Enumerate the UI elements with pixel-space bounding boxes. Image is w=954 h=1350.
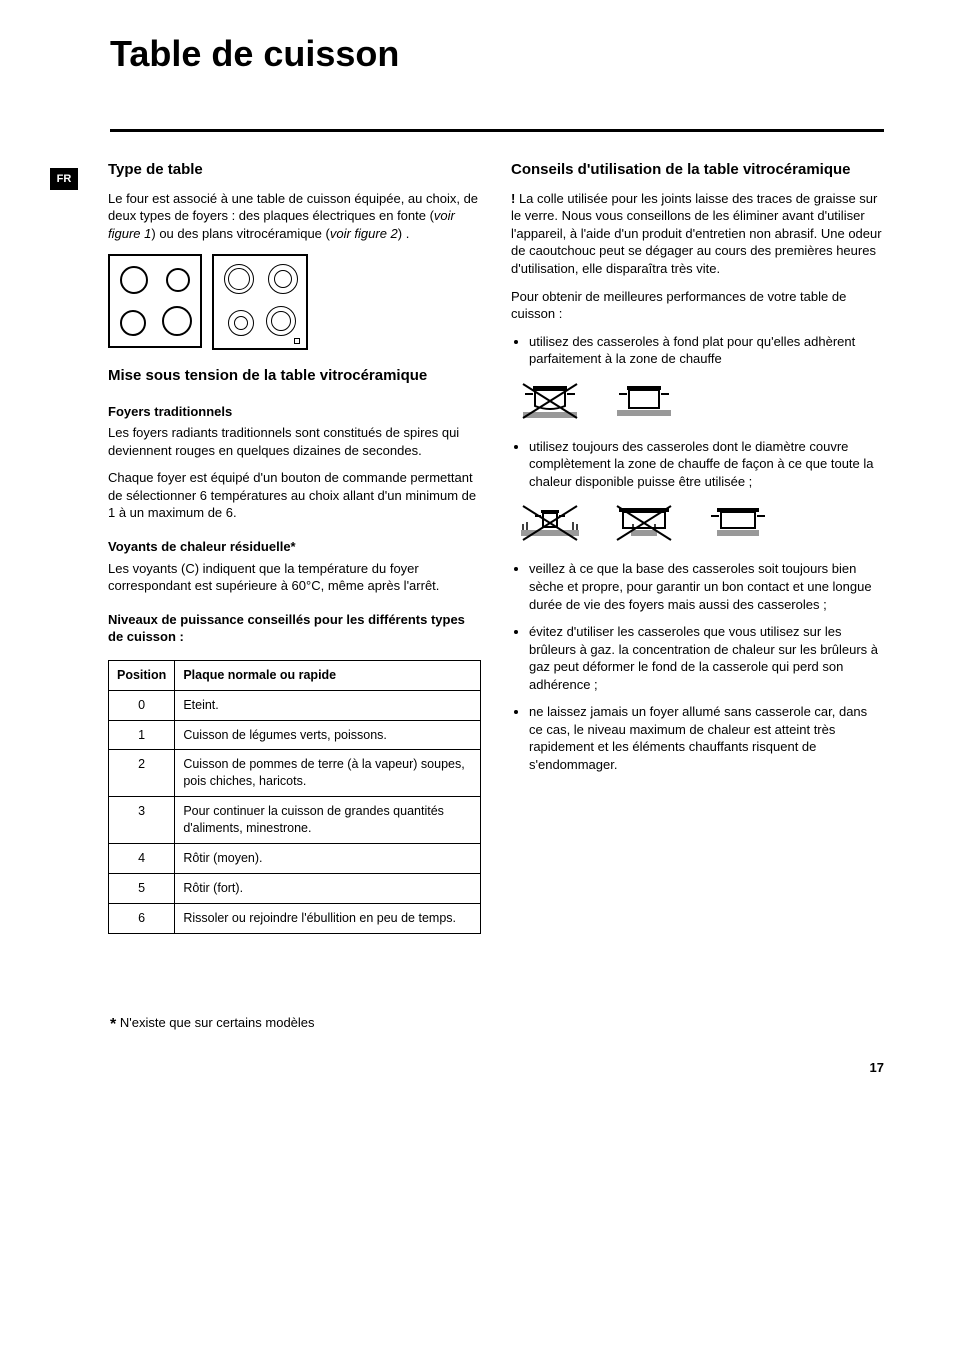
tip-item: ne laissez jamais un foyer allumé sans c… (529, 703, 884, 773)
foyers-para-1: Les foyers radiants traditionnels sont c… (108, 424, 481, 459)
pot-bad-icon (515, 378, 585, 422)
table-row: 4Rôtir (moyen). (109, 843, 481, 873)
table-cell: Cuisson de pommes de terre (à la vapeur)… (175, 750, 481, 797)
type-text-a: Le four est associé à une table de cuiss… (108, 191, 478, 224)
table-cell: 2 (109, 750, 175, 797)
language-badge: FR (50, 168, 78, 190)
pot-small-bad-icon (515, 500, 585, 544)
tip-item: veillez à ce que la base des casseroles … (529, 560, 884, 613)
table-cell: 6 (109, 903, 175, 933)
heading-niveaux: Niveaux de puissance conseillés pour les… (108, 611, 481, 646)
foyers-para-2: Chaque foyer est équipé d'un bouton de c… (108, 469, 481, 522)
tips-list-3: veillez à ce que la base des casseroles … (511, 560, 884, 773)
footnote-text: N'existe que sur certains modèles (116, 1015, 314, 1030)
table-cell: Rôtir (moyen). (175, 843, 481, 873)
hob-figures (108, 254, 481, 350)
warning-text: La colle utilisée pour les joints laisse… (511, 191, 882, 276)
table-row: 5Rôtir (fort). (109, 873, 481, 903)
table-cell: 5 (109, 873, 175, 903)
tip-item: utilisez des casseroles à fond plat pour… (529, 333, 884, 368)
tips-list-2: utilisez toujours des casseroles dont le… (511, 438, 884, 491)
pot-diagram-flat (515, 378, 884, 422)
type-paragraph: Le four est associé à une table de cuiss… (108, 190, 481, 243)
pot-overhang-bad-icon (609, 500, 679, 544)
left-column: Type de table Le four est associé à une … (108, 160, 481, 934)
warning-paragraph: ! La colle utilisée pour les joints lais… (511, 190, 884, 278)
table-header-position: Position (109, 660, 175, 690)
table-cell: Cuisson de légumes verts, poissons. (175, 720, 481, 750)
page-title: Table de cuisson (110, 30, 884, 79)
footnote: * N'existe que sur certains modèles (110, 1014, 884, 1036)
tip-item: évitez d'utiliser les casseroles que vou… (529, 623, 884, 693)
table-cell: 1 (109, 720, 175, 750)
type-ref-2: voir figure 2 (330, 226, 398, 241)
table-row: 2Cuisson de pommes de terre (à la vapeur… (109, 750, 481, 797)
tip-item: utilisez toujours des casseroles dont le… (529, 438, 884, 491)
tips-list-1: utilisez des casseroles à fond plat pour… (511, 333, 884, 368)
heading-foyers: Foyers traditionnels (108, 403, 481, 421)
heading-voyants: Voyants de chaleur résiduelle* (108, 538, 481, 556)
title-rule (110, 129, 884, 132)
table-cell: Rissoler ou rejoindre l'ébullition en pe… (175, 903, 481, 933)
content-columns: FR Type de table Le four est associé à u… (50, 160, 884, 934)
heading-mise: Mise sous tension de la table vitrocéram… (108, 366, 481, 386)
figure-electric-plate (108, 254, 202, 348)
heading-conseils: Conseils d'utilisation de la table vitro… (511, 160, 884, 180)
pot-good-icon (609, 378, 679, 422)
voyants-para: Les voyants (C) indiquent que la tempéra… (108, 560, 481, 595)
table-header-plaque: Plaque normale ou rapide (175, 660, 481, 690)
intro-paragraph: Pour obtenir de meilleures performances … (511, 288, 884, 323)
right-column: Conseils d'utilisation de la table vitro… (511, 160, 884, 934)
table-cell: 4 (109, 843, 175, 873)
table-row: 1Cuisson de légumes verts, poissons. (109, 720, 481, 750)
page-number: 17 (50, 1059, 884, 1077)
pot-diagram-diameter (515, 500, 884, 544)
heading-type: Type de table (108, 160, 481, 180)
figure-vitroceramic (212, 254, 308, 350)
table-cell: Eteint. (175, 690, 481, 720)
table-row: 0Eteint. (109, 690, 481, 720)
table-cell: 0 (109, 690, 175, 720)
table-cell: Rôtir (fort). (175, 873, 481, 903)
table-cell: 3 (109, 797, 175, 844)
table-row: 3Pour continuer la cuisson de grandes qu… (109, 797, 481, 844)
table-cell: Pour continuer la cuisson de grandes qua… (175, 797, 481, 844)
pot-fit-good-icon (703, 500, 773, 544)
type-text-b: ) ou des plans vitrocéramique ( (151, 226, 329, 241)
power-levels-table: Position Plaque normale ou rapide 0Etein… (108, 660, 481, 934)
type-text-c: ) . (398, 226, 410, 241)
table-row: 6Rissoler ou rejoindre l'ébullition en p… (109, 903, 481, 933)
